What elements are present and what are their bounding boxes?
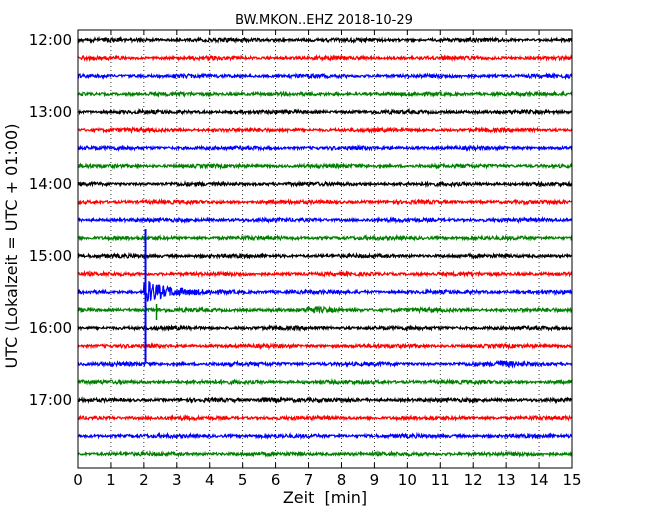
trace-group	[77, 35, 573, 458]
x-tick-label: 13	[497, 471, 516, 489]
x-tick-label: 9	[370, 471, 380, 489]
y-tick-label: 16:00	[29, 319, 72, 337]
x-tick-label: 4	[205, 471, 215, 489]
seismic-trace	[77, 251, 573, 260]
plot-frame	[78, 30, 572, 468]
seismic-trace	[77, 342, 573, 351]
x-tick-label: 15	[562, 471, 581, 489]
x-tick-label: 14	[530, 471, 549, 489]
seismic-trace	[77, 107, 573, 116]
seismic-trace	[77, 35, 573, 45]
x-tick-label: 12	[464, 471, 483, 489]
plot-border	[77, 29, 573, 469]
seismic-trace	[77, 216, 573, 225]
x-tick-label: 10	[398, 471, 417, 489]
seismic-trace	[77, 431, 573, 441]
seismic-trace	[77, 144, 573, 153]
seismic-trace	[77, 72, 573, 81]
x-tick-label: 0	[73, 471, 83, 489]
seismic-trace	[77, 89, 573, 99]
x-tick-label: 1	[106, 471, 116, 489]
seismic-trace	[77, 324, 573, 333]
x-tick-label: 3	[172, 471, 182, 489]
chart-title: BW.MKON..EHZ 2018-10-29	[235, 13, 413, 28]
seismic-trace	[77, 305, 573, 315]
seismic-trace	[77, 53, 573, 63]
x-axis-ticks: 0 1 2 3 4 5 6 7 8 9 10 11 12 13 14 15	[73, 30, 582, 489]
x-axis-label: Zeit [min]	[283, 488, 367, 507]
x-tick-label: 11	[431, 471, 450, 489]
x-tick-label: 7	[304, 471, 314, 489]
seismic-trace	[77, 197, 573, 207]
seismic-trace	[77, 125, 573, 135]
seismic-trace	[77, 395, 573, 405]
y-tick-label: 12:00	[29, 31, 72, 49]
y-axis-label: UTC (Lokalzeit = UTC + 01:00)	[2, 124, 21, 369]
seismic-trace	[77, 449, 573, 458]
x-tick-label: 6	[271, 471, 281, 489]
x-tick-label: 5	[238, 471, 248, 489]
seismic-trace	[77, 179, 573, 189]
y-tick-label: 13:00	[29, 103, 72, 121]
y-tick-label: 14:00	[29, 175, 72, 193]
seismic-trace	[77, 378, 573, 386]
seismic-trace	[77, 162, 573, 171]
x-tick-label: 8	[337, 471, 347, 489]
seismic-trace	[77, 359, 573, 369]
seismic-trace	[77, 280, 573, 302]
y-axis-ticks: 12:00 13:00 14:00 15:00 16:00 17:00	[29, 31, 572, 409]
y-tick-label: 15:00	[29, 247, 72, 265]
seismic-trace	[77, 233, 573, 243]
seismic-trace	[77, 269, 573, 279]
seismic-trace	[77, 413, 573, 423]
x-tick-label: 2	[139, 471, 149, 489]
y-tick-label: 17:00	[29, 391, 72, 409]
